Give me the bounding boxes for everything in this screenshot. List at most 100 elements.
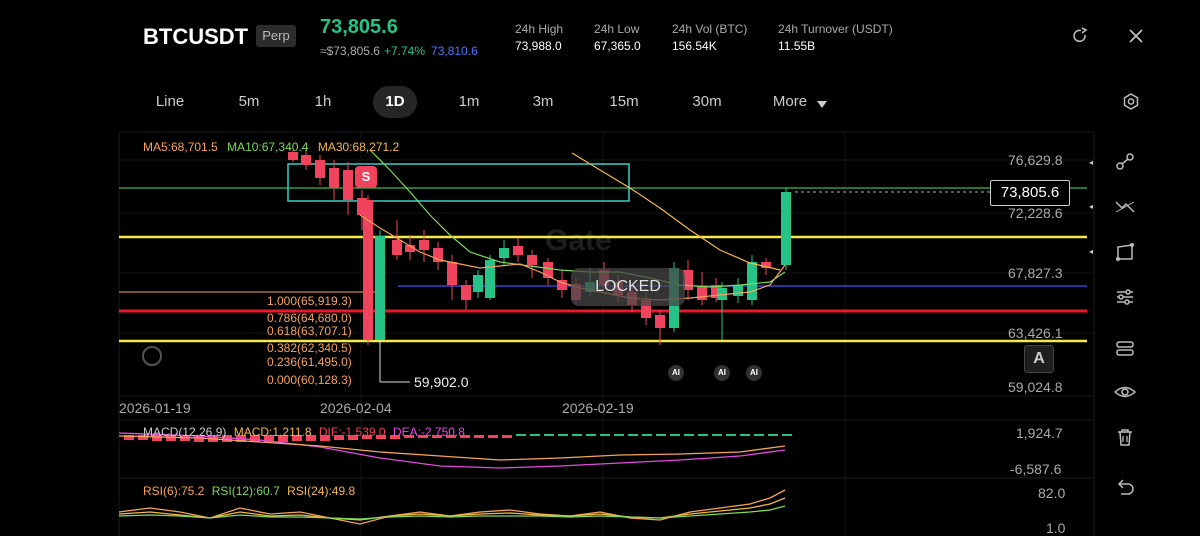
macd-bar	[516, 434, 526, 436]
undo-icon[interactable]	[1112, 474, 1138, 500]
settings-sliders-icon[interactable]	[1112, 284, 1138, 310]
macd-dif-line	[118, 435, 786, 461]
auto-scale-button[interactable]: A	[1024, 345, 1054, 373]
macd-bar	[656, 434, 666, 436]
ma-legend: MA5:68,701.5 MA10:67,340.4 MA30:68,271.2	[143, 140, 399, 154]
tab-1m[interactable]: 1m	[458, 93, 480, 110]
candle-body	[375, 236, 385, 340]
macd-bar	[502, 435, 512, 438]
chart-grid	[118, 131, 1095, 536]
macd-bar	[404, 435, 414, 438]
candle-body	[392, 240, 402, 255]
mark-price: 73,810.6	[431, 44, 478, 58]
expand-arrow-icon[interactable]: ◂	[1089, 202, 1094, 211]
eye-icon[interactable]	[1112, 379, 1138, 405]
candle-body	[557, 280, 567, 290]
tab-15m[interactable]: 15m	[609, 93, 639, 110]
fib-label: 0.618(63,707.1)	[267, 324, 352, 338]
macd-legend: MACD(12,26,9) MACD:1,211.8 DIF:-1,539.0 …	[143, 425, 465, 439]
price-change: +7.74%	[383, 44, 426, 58]
dea-value: DEA:-2,750.8	[392, 425, 465, 439]
shape-icon[interactable]	[1112, 239, 1138, 265]
sell-signal-badge[interactable]: S	[355, 166, 377, 188]
macd-bar	[614, 434, 624, 436]
tab-5m[interactable]: 5m	[238, 93, 260, 110]
fib-label: 1.000(65,919.3)	[267, 294, 352, 308]
expand-arrow-icon[interactable]: ◂	[1089, 158, 1094, 167]
candle-body	[315, 160, 325, 178]
stat-24h-turnover: 24h Turnover (USDT) 11.55B	[778, 22, 893, 53]
ai-badge[interactable]: AI	[746, 365, 762, 381]
chevron-down-icon[interactable]	[817, 96, 827, 114]
ma5-legend: MA5:68,701.5	[143, 140, 218, 154]
rsi-legend: RSI(6):75.2 RSI(12):60.7 RSI(24):49.8	[143, 484, 355, 498]
indicator-icon[interactable]	[1112, 149, 1138, 175]
candle-body	[761, 262, 771, 268]
symbol-title[interactable]: BTCUSDT	[143, 24, 249, 49]
candle-body	[357, 198, 367, 215]
candle-body	[641, 300, 651, 318]
macd-bar	[600, 434, 610, 436]
candle-body	[447, 262, 457, 285]
macd-bar	[586, 434, 596, 436]
macd-axis-label: 1,924.7	[1016, 425, 1063, 441]
macd-dea-line	[118, 432, 786, 469]
rsi6-line	[118, 489, 786, 525]
last-price-tag: 73,805.6	[990, 180, 1070, 206]
macd-bar	[418, 435, 428, 438]
expand-arrow-icon[interactable]: ◂	[1089, 247, 1094, 256]
candle-body	[717, 288, 727, 300]
macd-bar	[166, 435, 176, 441]
rectangle-drawing[interactable]	[287, 163, 630, 202]
price-axis-label: 63,426.1	[1008, 325, 1063, 341]
rsi24-legend: RSI(24):49.8	[287, 484, 356, 498]
candle-body	[433, 248, 443, 262]
macd-bar	[152, 435, 162, 441]
macd-bar	[362, 435, 372, 439]
candle-body	[473, 275, 483, 292]
candle-body	[301, 155, 311, 165]
macd-axis-label: -6,587.6	[1010, 461, 1062, 477]
trendline-icon[interactable]	[1112, 194, 1138, 220]
tab-3m[interactable]: 3m	[532, 93, 554, 110]
tab-1h[interactable]: 1h	[314, 93, 332, 110]
date-axis-label: 2026-02-04	[320, 400, 392, 416]
macd-bar	[726, 434, 736, 436]
fib-label: 0.382(62,340.5)	[267, 341, 352, 355]
macd-bar	[306, 435, 316, 441]
macd-bar	[698, 434, 708, 436]
tab-line[interactable]: Line	[155, 93, 185, 110]
header: BTCUSDT Perp 73,805.6 ≈$73,805.6 +7.74% 73…	[0, 0, 1200, 80]
stat-label: 24h High	[515, 22, 564, 36]
trash-icon[interactable]	[1112, 424, 1138, 450]
layers-icon[interactable]	[1112, 335, 1138, 361]
candle-body	[329, 168, 339, 188]
ma10-line	[369, 149, 786, 288]
tab-1d[interactable]: 1D	[373, 86, 417, 118]
fib-label: 0.786(64,680.0)	[267, 311, 352, 325]
stat-label: 24h Turnover (USDT)	[778, 22, 893, 36]
tab-more[interactable]: More	[772, 93, 808, 110]
candle-body	[655, 315, 665, 328]
candle-body	[419, 240, 429, 250]
macd-bar	[138, 435, 148, 440]
candle-body	[683, 270, 693, 290]
macd-bar	[264, 435, 274, 442]
settings-icon[interactable]	[1121, 92, 1141, 112]
low-marker-label: 59,902.0	[414, 374, 469, 390]
rsi-axis-label: 1.0	[1046, 520, 1066, 536]
locked-overlay[interactable]: LOCKED	[571, 268, 685, 306]
ai-badge[interactable]: AI	[668, 365, 684, 381]
timeframe-toolbar: Line 5m 1h 1D 1m 3m 15m 30m More	[0, 84, 1200, 120]
macd-bar	[334, 435, 344, 440]
macd-bar	[544, 434, 554, 436]
close-icon[interactable]	[1126, 26, 1146, 46]
price-axis-label: 76,629.8	[1008, 152, 1063, 168]
stat-value: 67,365.0	[594, 39, 641, 53]
refresh-icon[interactable]	[1070, 26, 1090, 46]
ai-badge[interactable]: AI	[714, 365, 730, 381]
candle-body	[781, 192, 791, 265]
candle-body	[485, 260, 495, 298]
tab-30m[interactable]: 30m	[692, 93, 722, 110]
